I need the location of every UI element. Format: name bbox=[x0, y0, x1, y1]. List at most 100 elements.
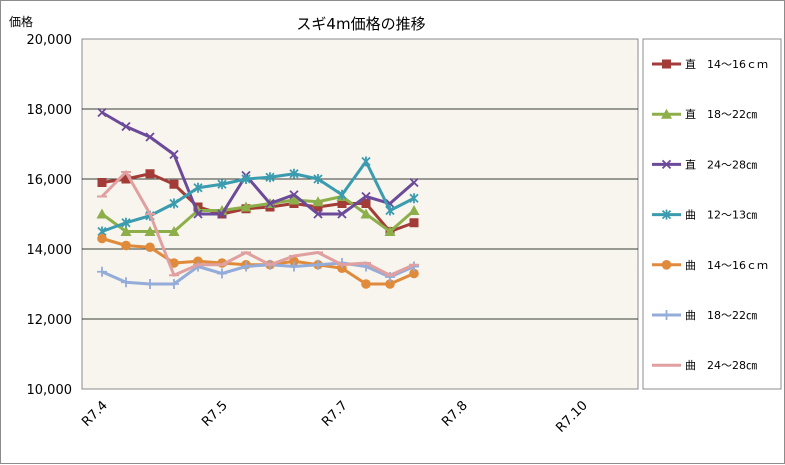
data-point bbox=[289, 168, 299, 179]
data-point bbox=[361, 199, 371, 208]
data-point bbox=[289, 256, 299, 267]
data-point bbox=[97, 266, 107, 277]
legend-entry: 曲 24～28㎝ bbox=[652, 359, 757, 372]
legend-entry: 曲 14～16ｃｍ bbox=[652, 259, 768, 272]
plot-area bbox=[81, 38, 639, 390]
data-point bbox=[217, 209, 227, 219]
series-2 bbox=[96, 191, 420, 236]
x-tick-label: R7.5 bbox=[199, 398, 231, 430]
data-point bbox=[121, 277, 131, 288]
data-point bbox=[145, 242, 155, 253]
legend-marker bbox=[661, 108, 672, 119]
data-point bbox=[289, 261, 299, 272]
legend-label: 曲 12～13㎝ bbox=[685, 209, 757, 222]
data-point bbox=[121, 240, 131, 251]
data-point bbox=[145, 169, 155, 179]
data-point bbox=[169, 149, 179, 160]
legend-label: 直 24～28㎝ bbox=[685, 157, 757, 171]
data-point bbox=[265, 198, 275, 209]
data-point bbox=[313, 209, 323, 219]
legend-marker bbox=[661, 209, 672, 220]
data-point bbox=[385, 205, 395, 216]
data-point bbox=[337, 209, 347, 219]
y-tick-label: 18,000 bbox=[27, 103, 73, 118]
data-point bbox=[145, 279, 155, 289]
legend-marker bbox=[662, 59, 671, 69]
data-point bbox=[96, 208, 108, 219]
x-tick-label: R7.7 bbox=[319, 398, 351, 430]
legend-entry: 曲 18～22㎝ bbox=[652, 309, 757, 322]
legend-label: 曲 14～16ｃｍ bbox=[685, 259, 768, 272]
data-point bbox=[337, 199, 347, 208]
series-7 bbox=[97, 170, 419, 277]
y-tick-label: 12,000 bbox=[27, 313, 73, 328]
data-point bbox=[289, 190, 299, 200]
y-tick-label: 14,000 bbox=[27, 243, 73, 258]
y-axis-ticks: 10,000 12,000 14,000 16,000 18,000 20,000 bbox=[27, 33, 73, 398]
legend-entry: 直 14～16ｃｍ bbox=[652, 57, 768, 71]
data-point bbox=[169, 198, 179, 209]
data-point bbox=[409, 193, 419, 204]
data-point bbox=[337, 189, 347, 200]
data-point bbox=[288, 194, 300, 205]
legend-label: 直 14～16ｃｍ bbox=[685, 57, 768, 71]
legend-label: 曲 18～22㎝ bbox=[685, 309, 757, 322]
series-line bbox=[101, 195, 415, 233]
y-tick-label: 10,000 bbox=[27, 383, 73, 398]
x-tick-label: R7.10 bbox=[553, 398, 590, 435]
data-point bbox=[313, 174, 323, 184]
data-point bbox=[361, 279, 371, 289]
data-point bbox=[385, 279, 395, 289]
data-point bbox=[97, 107, 107, 118]
data-point bbox=[168, 226, 180, 236]
data-point bbox=[97, 233, 107, 244]
data-point bbox=[241, 261, 251, 272]
data-point bbox=[312, 196, 324, 207]
x-tick-label: R7.8 bbox=[439, 398, 471, 430]
legend-entry: 直 24～28㎝ bbox=[652, 157, 757, 171]
data-point bbox=[193, 182, 203, 193]
legend-marker bbox=[661, 159, 672, 170]
legend-label: 曲 24～28㎝ bbox=[685, 359, 757, 372]
data-point bbox=[241, 174, 251, 184]
legend-marker bbox=[661, 310, 672, 320]
gridlines bbox=[82, 108, 638, 320]
legend-entry: 曲 12～13㎝ bbox=[652, 209, 757, 222]
data-point bbox=[409, 218, 419, 228]
data-point bbox=[120, 226, 132, 236]
data-point bbox=[193, 209, 203, 219]
data-point bbox=[217, 179, 227, 190]
data-point bbox=[97, 178, 107, 187]
x-tick-label: R7.4 bbox=[79, 398, 111, 430]
legend-marker bbox=[661, 260, 672, 270]
data-point bbox=[409, 268, 419, 279]
data-point bbox=[144, 226, 156, 236]
data-point bbox=[360, 208, 372, 219]
data-point bbox=[361, 191, 371, 202]
data-point bbox=[121, 174, 131, 184]
y-axis-label: 価格 bbox=[9, 14, 33, 29]
data-point bbox=[384, 226, 396, 236]
data-point bbox=[169, 279, 179, 289]
legend-entry: 直 18～22㎝ bbox=[652, 107, 757, 121]
data-point bbox=[121, 217, 131, 228]
legend-label: 直 18～22㎝ bbox=[685, 107, 757, 121]
data-point bbox=[313, 202, 323, 212]
data-point bbox=[409, 177, 419, 188]
data-point bbox=[361, 156, 371, 167]
data-point bbox=[313, 259, 323, 270]
data-point bbox=[169, 179, 179, 189]
data-point bbox=[240, 201, 252, 212]
data-point bbox=[265, 172, 275, 183]
data-point bbox=[408, 205, 420, 215]
y-tick-label: 20,000 bbox=[27, 33, 73, 48]
series-lines bbox=[96, 107, 420, 289]
y-tick-label: 16,000 bbox=[27, 173, 73, 188]
data-point bbox=[217, 268, 227, 279]
data-point bbox=[121, 121, 131, 132]
chart-title: スギ4m価格の推移 bbox=[296, 15, 425, 33]
x-axis-ticks: R7.4 R7.5 R7.7 R7.8 R7.10 bbox=[79, 398, 591, 435]
